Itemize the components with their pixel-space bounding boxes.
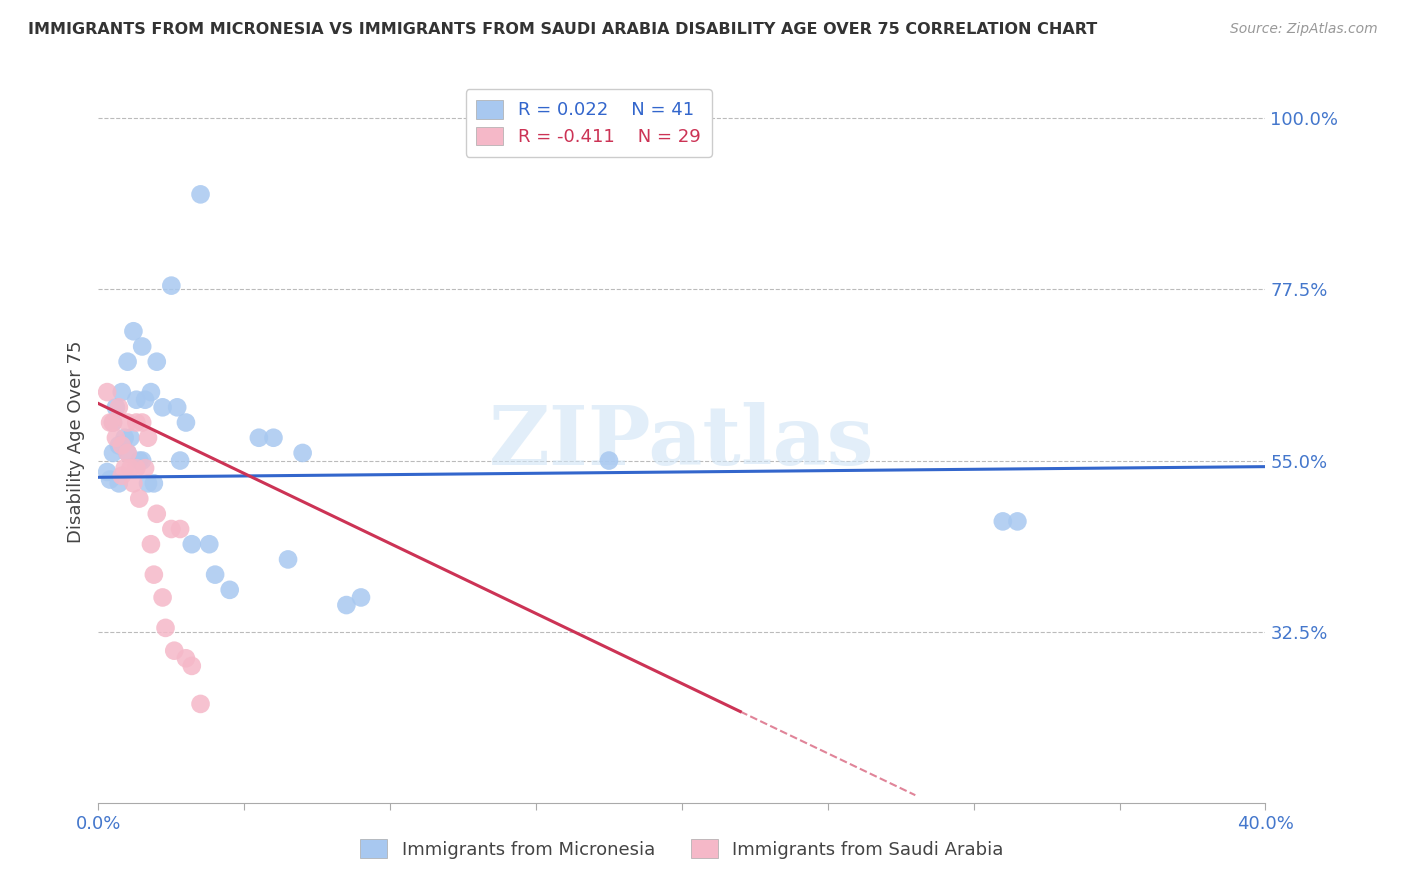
Point bbox=[134, 392, 156, 407]
Point bbox=[111, 385, 134, 400]
Point bbox=[139, 385, 162, 400]
Point bbox=[101, 416, 124, 430]
Point bbox=[247, 431, 270, 445]
Point bbox=[128, 453, 150, 467]
Point bbox=[146, 354, 169, 368]
Point bbox=[198, 537, 221, 551]
Point bbox=[277, 552, 299, 566]
Point bbox=[96, 385, 118, 400]
Point bbox=[114, 461, 136, 475]
Legend: Immigrants from Micronesia, Immigrants from Saudi Arabia: Immigrants from Micronesia, Immigrants f… bbox=[353, 832, 1011, 866]
Point bbox=[136, 476, 159, 491]
Point bbox=[122, 476, 145, 491]
Text: ZIPatlas: ZIPatlas bbox=[489, 401, 875, 482]
Point bbox=[131, 339, 153, 353]
Point bbox=[114, 431, 136, 445]
Point bbox=[111, 468, 134, 483]
Point bbox=[108, 438, 131, 452]
Point bbox=[134, 461, 156, 475]
Point bbox=[1007, 515, 1029, 529]
Point bbox=[598, 453, 620, 467]
Point bbox=[117, 416, 139, 430]
Point bbox=[160, 522, 183, 536]
Point bbox=[101, 416, 124, 430]
Text: IMMIGRANTS FROM MICRONESIA VS IMMIGRANTS FROM SAUDI ARABIA DISABILITY AGE OVER 7: IMMIGRANTS FROM MICRONESIA VS IMMIGRANTS… bbox=[28, 22, 1097, 37]
Point bbox=[190, 187, 212, 202]
Point bbox=[152, 591, 174, 605]
Point bbox=[108, 401, 131, 415]
Point bbox=[350, 591, 373, 605]
Point bbox=[152, 401, 174, 415]
Point bbox=[169, 453, 191, 467]
Point bbox=[111, 438, 134, 452]
Point bbox=[104, 401, 127, 415]
Point bbox=[180, 537, 202, 551]
Point bbox=[98, 416, 121, 430]
Point bbox=[155, 621, 177, 635]
Point bbox=[122, 324, 145, 338]
Point bbox=[120, 461, 142, 475]
Point bbox=[142, 567, 165, 582]
Point bbox=[166, 401, 188, 415]
Point bbox=[101, 446, 124, 460]
Point bbox=[291, 446, 314, 460]
Point bbox=[142, 476, 165, 491]
Point bbox=[190, 697, 212, 711]
Point bbox=[131, 416, 153, 430]
Point bbox=[174, 416, 197, 430]
Point bbox=[96, 465, 118, 479]
Point bbox=[218, 582, 240, 597]
Point bbox=[117, 354, 139, 368]
Point bbox=[128, 491, 150, 506]
Point bbox=[262, 431, 284, 445]
Y-axis label: Disability Age Over 75: Disability Age Over 75 bbox=[66, 340, 84, 543]
Point bbox=[160, 278, 183, 293]
Point bbox=[180, 659, 202, 673]
Point bbox=[125, 392, 148, 407]
Point bbox=[169, 522, 191, 536]
Point bbox=[120, 431, 142, 445]
Point bbox=[204, 567, 226, 582]
Point bbox=[98, 473, 121, 487]
Point bbox=[163, 643, 186, 657]
Point bbox=[125, 461, 148, 475]
Point bbox=[104, 431, 127, 445]
Point bbox=[146, 507, 169, 521]
Point bbox=[139, 537, 162, 551]
Point bbox=[131, 453, 153, 467]
Point bbox=[136, 431, 159, 445]
Point bbox=[108, 476, 131, 491]
Point bbox=[117, 446, 139, 460]
Point bbox=[991, 515, 1014, 529]
Point bbox=[174, 651, 197, 665]
Point bbox=[117, 446, 139, 460]
Point bbox=[335, 598, 357, 612]
Text: Source: ZipAtlas.com: Source: ZipAtlas.com bbox=[1230, 22, 1378, 37]
Point bbox=[125, 416, 148, 430]
